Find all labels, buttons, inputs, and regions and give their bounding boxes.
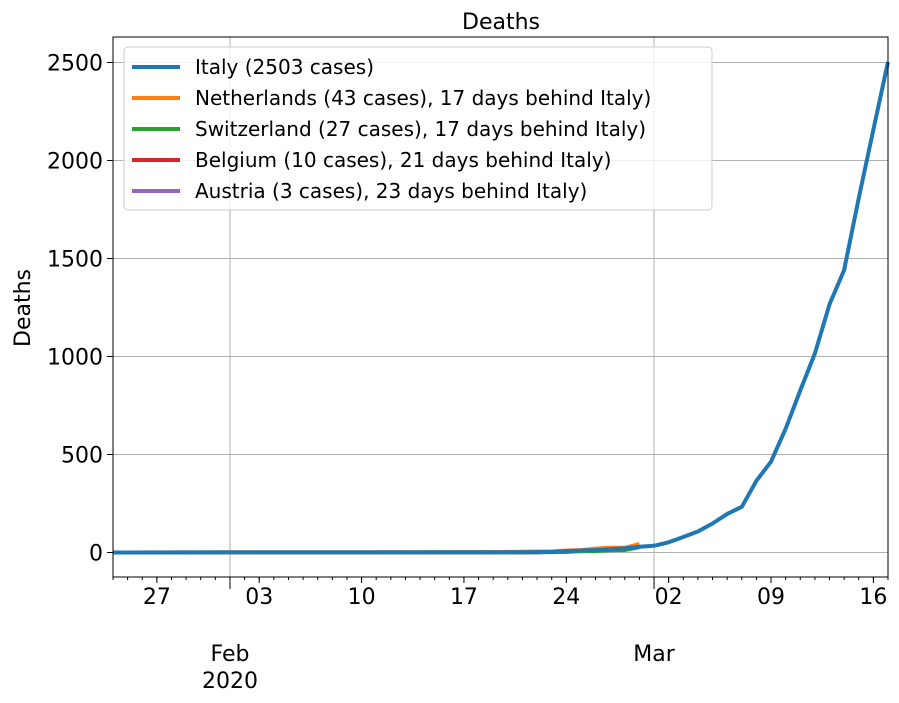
x-year-label: 2020	[202, 669, 258, 694]
y-tick-label: 0	[89, 541, 103, 566]
legend-entry: Switzerland (27 cases), 17 days behind I…	[195, 117, 646, 141]
x-tick-label: 02	[655, 585, 683, 610]
y-tick-label: 1000	[47, 345, 103, 370]
x-tick-label: 24	[552, 585, 580, 610]
x-month-label: Feb	[211, 642, 250, 667]
chart-title: Deaths	[462, 10, 540, 35]
y-tick-label: 1500	[47, 247, 103, 272]
x-tick-label: 27	[143, 585, 171, 610]
y-tick-label: 500	[61, 443, 103, 468]
legend: Italy (2503 cases) Netherlands (43 cases)…	[123, 46, 713, 211]
y-tick-label: 2500	[47, 51, 103, 76]
x-tick-label: 17	[450, 585, 478, 610]
y-tick-label: 2000	[47, 149, 103, 174]
legend-entry: Netherlands (43 cases), 17 days behind I…	[195, 86, 651, 110]
x-tick-label: 03	[245, 585, 273, 610]
x-month-label: Mar	[633, 642, 675, 667]
x-tick-label: 16	[859, 585, 887, 610]
x-tick-label: 10	[348, 585, 376, 610]
legend-entry: Austria (3 cases), 23 days behind Italy)	[195, 179, 587, 203]
legend-entry: Belgium (10 cases), 21 days behind Italy…	[195, 148, 611, 172]
legend-box	[123, 46, 713, 211]
x-tick-label: 09	[757, 585, 785, 610]
series-line-1	[112, 61, 890, 555]
legend-entry: Italy (2503 cases)	[195, 55, 374, 79]
y-axis-label: Deaths	[11, 269, 36, 347]
axes: 0 500 1000 1500 2000 2500 27 03 10 17 24 02 09 16 Feb2…	[47, 51, 889, 694]
series-lines	[112, 61, 890, 555]
plot-frame	[112, 36, 889, 578]
